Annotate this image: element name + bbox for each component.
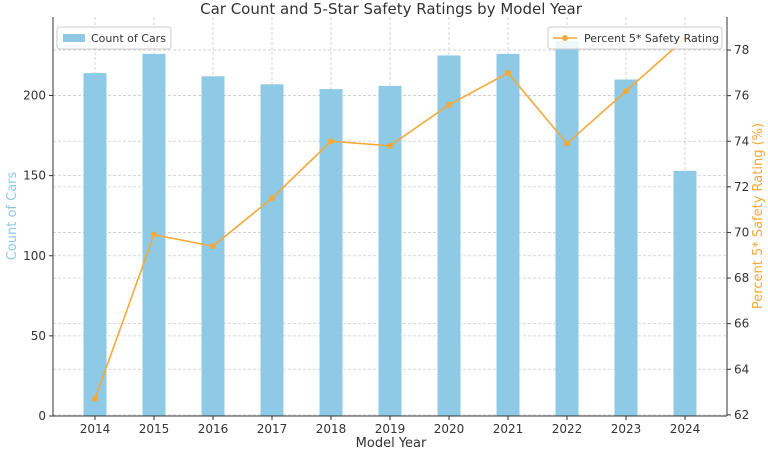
bar-2017 (260, 84, 284, 416)
x-tick-label: 2023 (611, 422, 642, 436)
point-2022 (564, 140, 570, 147)
legend-bar-swatch (63, 34, 85, 42)
bar-2024 (673, 170, 697, 416)
point-2017 (269, 195, 275, 202)
bars (83, 41, 697, 417)
bar-2023 (614, 79, 638, 417)
point-2023 (623, 88, 629, 95)
y-tick-label-right: 70 (734, 225, 749, 239)
point-2015 (151, 231, 157, 238)
axes: 0 50 100 150 200 62 64 66 68 70 72 74 76 78 2014 2015 20… (23, 17, 749, 436)
point-2019 (387, 142, 393, 149)
x-tick-label: 2024 (670, 422, 701, 436)
bar-2019 (378, 85, 402, 416)
bar-2022 (555, 41, 579, 417)
point-2021 (505, 69, 511, 76)
x-tick-label: 2014 (80, 422, 111, 436)
bar-2021 (496, 53, 520, 417)
y-tick-label-right: 62 (734, 408, 749, 422)
bar-2018 (319, 89, 343, 417)
legend-bar-label: Count of Cars (91, 32, 166, 45)
legend-line-marker (562, 35, 568, 41)
y-tick-label-left: 150 (23, 169, 46, 183)
y-tick-label-left: 200 (23, 89, 46, 103)
legend-line-label: Percent 5* Safety Rating (584, 32, 719, 45)
x-tick-label: 2022 (552, 422, 583, 436)
x-tick-label: 2020 (434, 422, 465, 436)
chart-title: Car Count and 5-Star Safety Ratings by M… (200, 0, 583, 18)
x-tick-label: 2019 (375, 422, 406, 436)
y-tick-label-left: 0 (38, 409, 46, 423)
x-tick-label: 2015 (139, 422, 170, 436)
legend-right: Percent 5* Safety Rating (547, 26, 723, 50)
legend-left: Count of Cars (56, 26, 172, 50)
y-tick-label-left: 100 (23, 249, 46, 263)
y-tick-label-right: 74 (734, 134, 749, 148)
y-tick-label-right: 76 (734, 89, 749, 103)
point-2018 (328, 138, 334, 145)
y-tick-label-right: 66 (734, 317, 749, 331)
y-tick-label-right: 72 (734, 180, 749, 194)
y-tick-label-right: 64 (734, 362, 749, 376)
point-2016 (210, 243, 216, 250)
x-tick-label: 2016 (198, 422, 229, 436)
y-axis-left-label: Count of Cars (5, 171, 20, 260)
y-axis-right-label: Percent 5* Safety Rating (%) (751, 123, 766, 309)
x-axis-label: Model Year (356, 436, 427, 451)
point-2014 (92, 395, 98, 402)
y-tick-label-left: 50 (31, 329, 46, 343)
x-tick-label: 2017 (257, 422, 288, 436)
point-2020 (446, 101, 452, 108)
x-tick-label: 2018 (316, 422, 347, 436)
y-tick-label-right: 68 (734, 271, 749, 285)
x-tick-label: 2021 (493, 422, 524, 436)
bar-2020 (437, 55, 461, 417)
y-tick-label-right: 78 (734, 43, 749, 57)
bar-2014 (83, 73, 107, 416)
